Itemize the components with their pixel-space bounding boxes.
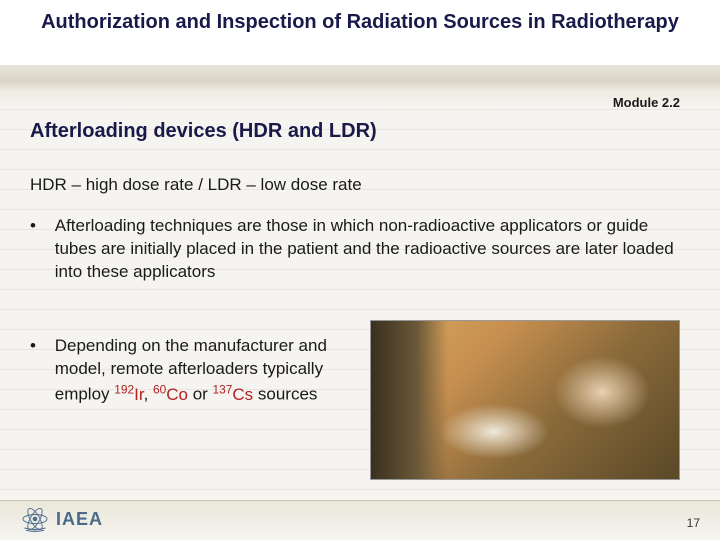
logo-text: IAEA bbox=[56, 509, 103, 530]
bullet-2-text: Depending on the manufacturer and model,… bbox=[55, 335, 340, 406]
bullet-1: • Afterloading techniques are those in w… bbox=[30, 215, 680, 284]
slide-subtitle: Afterloading devices (HDR and LDR) bbox=[30, 120, 377, 143]
patient-treatment-image bbox=[370, 320, 680, 480]
footer: IAEA 17 bbox=[0, 500, 720, 540]
iaea-logo: IAEA bbox=[20, 504, 103, 534]
isotope-1-sup: 192 bbox=[114, 382, 134, 396]
sep: , bbox=[144, 385, 153, 404]
bullet-1-text: Afterloading techniques are those in whi… bbox=[55, 215, 680, 284]
isotope-2-sup: 60 bbox=[153, 382, 166, 396]
atom-icon bbox=[20, 504, 50, 534]
bullet-dot: • bbox=[30, 215, 50, 238]
bullet-dot: • bbox=[30, 335, 50, 358]
isotope-2-el: Co bbox=[166, 385, 188, 404]
sep: or bbox=[188, 385, 213, 404]
slide: Authorization and Inspection of Radiatio… bbox=[0, 0, 720, 540]
slide-title: Authorization and Inspection of Radiatio… bbox=[40, 10, 680, 35]
isotope-3-el: Cs bbox=[232, 385, 253, 404]
isotope-3-sup: 137 bbox=[213, 382, 233, 396]
isotope-1: 192Ir bbox=[114, 385, 143, 404]
bullet-2: • Depending on the manufacturer and mode… bbox=[30, 335, 340, 406]
isotope-1-el: Ir bbox=[134, 385, 143, 404]
bullet-2-tail: sources bbox=[253, 385, 317, 404]
isotope-3: 137Cs bbox=[213, 385, 254, 404]
image-content bbox=[371, 321, 679, 479]
definition-line: HDR – high dose rate / LDR – low dose ra… bbox=[30, 175, 362, 195]
module-label: Module 2.2 bbox=[613, 95, 680, 110]
isotope-2: 60Co bbox=[153, 385, 188, 404]
page-number: 17 bbox=[687, 516, 700, 530]
